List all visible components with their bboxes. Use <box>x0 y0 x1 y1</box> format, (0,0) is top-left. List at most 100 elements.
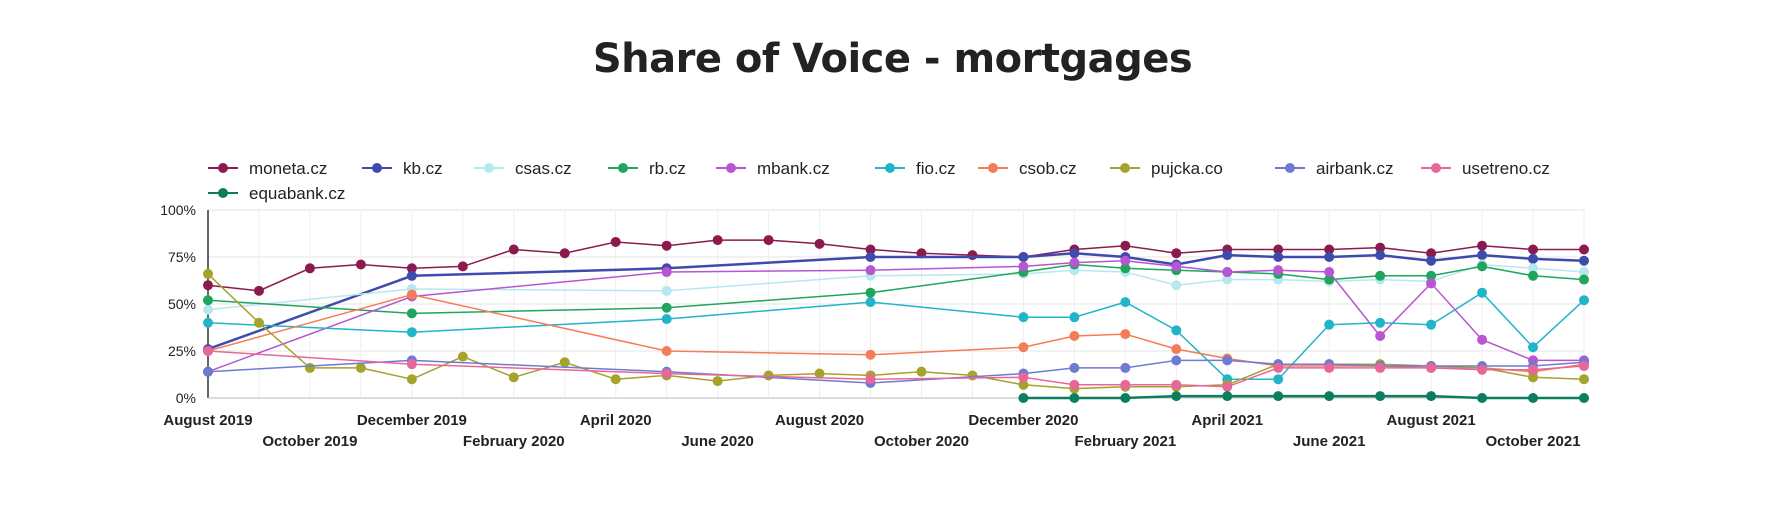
data-point <box>304 263 315 274</box>
legend-item: equabank.cz <box>208 184 345 203</box>
chart-title: Share of Voice - mortgages <box>592 36 1193 82</box>
legend-marker <box>218 188 228 198</box>
legend-marker <box>618 163 628 173</box>
data-point <box>304 362 315 373</box>
series-rb-cz <box>203 259 1589 319</box>
data-point <box>1324 244 1335 255</box>
x-tick-label: December 2020 <box>968 412 1078 429</box>
data-point <box>865 297 876 308</box>
legend: moneta.cz kb.cz csas.cz rb.cz mbank.cz fio.cz… <box>208 159 1550 203</box>
data-point <box>1120 379 1131 390</box>
legend-item: moneta.cz <box>208 159 327 178</box>
y-tick-label: 0% <box>176 390 196 406</box>
data-point <box>661 240 672 251</box>
series-usetreno-cz <box>203 346 1589 392</box>
legend-marker <box>885 163 895 173</box>
data-point <box>1120 297 1131 308</box>
data-point <box>253 317 264 328</box>
x-tick-label: August 2019 <box>163 412 252 429</box>
legend-marker <box>218 163 228 173</box>
data-point <box>661 314 672 325</box>
data-point <box>1528 270 1539 281</box>
data-point <box>1120 240 1131 251</box>
data-point <box>1426 270 1437 281</box>
data-point <box>661 302 672 313</box>
series-line <box>207 293 1585 373</box>
legend-label: fio.cz <box>916 159 956 178</box>
data-point <box>1120 362 1131 373</box>
data-point <box>1222 391 1233 402</box>
data-point <box>1120 329 1131 340</box>
legend-label: airbank.cz <box>1316 159 1393 178</box>
data-point <box>203 295 213 306</box>
data-point <box>1579 295 1589 306</box>
x-tick-label: June 2020 <box>681 433 754 450</box>
legend-marker <box>484 163 494 173</box>
data-point <box>1528 244 1539 255</box>
data-point <box>1018 312 1029 323</box>
data-point <box>253 285 264 296</box>
data-point <box>1171 391 1182 402</box>
data-point <box>1018 393 1029 403</box>
data-point <box>1528 393 1539 403</box>
data-point <box>406 374 417 385</box>
data-point <box>1018 252 1029 262</box>
data-point <box>1069 312 1080 323</box>
data-point <box>203 366 213 377</box>
data-point <box>1426 255 1437 266</box>
data-point <box>1477 393 1488 403</box>
data-point <box>712 235 723 246</box>
data-point <box>1273 374 1284 385</box>
legend-item: kb.cz <box>362 159 443 178</box>
data-point <box>865 252 876 262</box>
data-point <box>406 263 417 274</box>
data-point <box>1273 252 1284 262</box>
data-point <box>1426 319 1437 330</box>
x-tick-label: February 2021 <box>1074 433 1176 450</box>
data-point <box>1375 330 1386 341</box>
data-point <box>1375 270 1386 281</box>
legend-marker <box>1120 163 1130 173</box>
y-tick-label: 100% <box>160 202 196 218</box>
data-point <box>1375 391 1386 402</box>
data-point <box>865 265 876 276</box>
data-point <box>763 235 774 246</box>
data-point <box>508 372 519 383</box>
data-point <box>1273 244 1284 255</box>
series-line <box>1023 394 1584 400</box>
data-point <box>1171 379 1182 390</box>
legend-item: csob.cz <box>978 159 1077 178</box>
x-tick-label: April 2021 <box>1191 412 1263 429</box>
series-line <box>207 260 1584 373</box>
data-point <box>661 285 672 296</box>
legend-label: mbank.cz <box>757 159 830 178</box>
data-point <box>203 317 213 328</box>
series-line <box>207 359 1585 384</box>
data-point <box>1375 250 1386 261</box>
data-point <box>916 366 927 377</box>
legend-marker <box>372 163 382 173</box>
data-point <box>1324 391 1335 402</box>
x-tick-label: February 2020 <box>463 433 565 450</box>
data-point <box>1579 361 1589 372</box>
data-point <box>1426 248 1437 259</box>
data-point <box>1324 252 1335 262</box>
data-point <box>1171 280 1182 291</box>
legend-label: csob.cz <box>1019 159 1077 178</box>
y-tick-label: 50% <box>168 296 196 312</box>
data-point <box>1477 261 1488 272</box>
data-point <box>1426 391 1437 402</box>
legend-item: pujcka.co <box>1110 159 1223 178</box>
data-point <box>1579 244 1589 255</box>
data-point <box>1528 253 1539 264</box>
data-point <box>1426 362 1437 373</box>
data-point <box>967 370 978 381</box>
data-point <box>1477 287 1488 298</box>
x-tick-label: October 2021 <box>1486 433 1581 450</box>
data-point <box>406 289 417 300</box>
data-point <box>559 357 570 368</box>
data-point <box>203 304 213 315</box>
legend-label: equabank.cz <box>249 184 345 203</box>
legend-label: rb.cz <box>649 159 686 178</box>
